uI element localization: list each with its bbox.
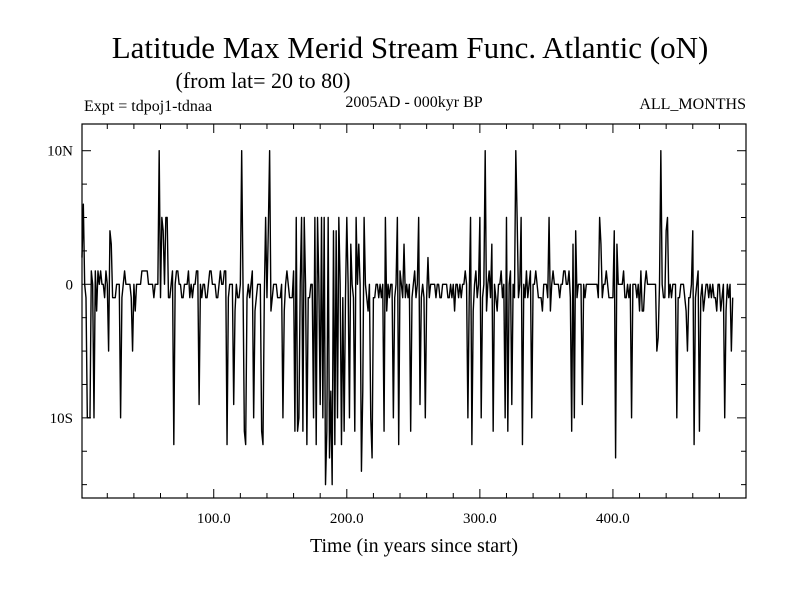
x-tick-label: 300.0 — [463, 511, 497, 527]
data-series-line — [81, 150, 734, 486]
axis-ticks: 100.0 200.0 300.0 400.0 10N 0 10S — [47, 124, 746, 527]
experiment-label: Expt = tdpoj1-tdnaa — [84, 98, 212, 115]
y-tick-label: 0 — [66, 277, 74, 293]
x-tick-label: 100.0 — [197, 511, 231, 527]
plot-frame — [81, 123, 747, 499]
x-tick-label: 200.0 — [330, 511, 364, 527]
months-label: ALL_MONTHS — [639, 96, 746, 113]
chart-title: Latitude Max Merid Stream Func. Atlantic… — [112, 30, 709, 65]
period-label: 2005AD - 000kyr BP — [345, 94, 482, 111]
axes — [81, 123, 747, 499]
plot-area — [81, 150, 734, 486]
y-tick-label: 10S — [50, 411, 73, 427]
x-axis-label: Time (in years since start) — [310, 535, 518, 557]
x-tick-label: 400.0 — [596, 511, 630, 527]
chart-subtitle: (from lat= 20 to 80) — [176, 68, 351, 93]
y-tick-label: 10N — [47, 144, 73, 160]
